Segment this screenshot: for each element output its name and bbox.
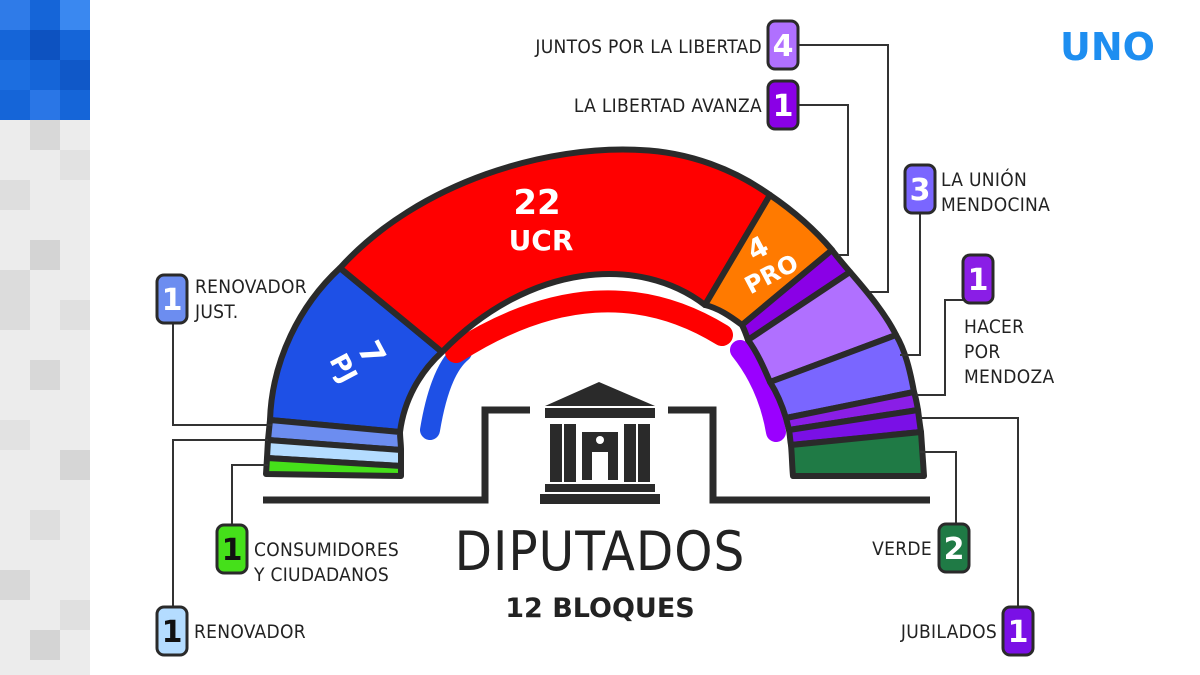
- ucr-name: UCR: [509, 224, 574, 257]
- label-consumidores-1: CONSUMIDORES: [254, 539, 399, 561]
- badge-hacer-mendoza: 1 HACER POR MENDOZA: [961, 253, 1054, 388]
- label-verde: VERDE: [872, 538, 932, 560]
- svg-text:1: 1: [968, 263, 989, 298]
- building-icon: [263, 382, 930, 504]
- badge-libertad-avanza: 1 LA LIBERTAD AVANZA: [574, 79, 800, 131]
- svg-text:1: 1: [1008, 615, 1029, 650]
- ucr-count: 22: [513, 183, 560, 223]
- label-libertad-avanza: LA LIBERTAD AVANZA: [574, 95, 762, 117]
- label-hacer-mendoza-3: MENDOZA: [964, 366, 1054, 388]
- label-jubilados: JUBILADOS: [900, 621, 997, 643]
- label-hacer-mendoza-2: POR: [964, 341, 1001, 363]
- segment-consumidores: [263, 455, 404, 479]
- svg-text:4: 4: [773, 29, 794, 64]
- label-renovador-just-2: JUST.: [194, 301, 239, 323]
- label-union-mendocina-2: MENDOCINA: [941, 194, 1050, 216]
- connector-lines: [172, 44, 1019, 610]
- hemicycle: [263, 146, 927, 479]
- badge-consumidores: 1 CONSUMIDORES Y CIUDADANOS: [215, 523, 399, 586]
- subtitle-bloques: 12 BLOQUES: [505, 593, 695, 624]
- label-juntos-libertad: JUNTOS POR LA LIBERTAD: [534, 36, 762, 58]
- svg-text:3: 3: [910, 173, 931, 208]
- svg-text:1: 1: [773, 89, 794, 124]
- left-decorative-band: [0, 0, 90, 675]
- segment-label-ucr: 22 UCR: [509, 183, 574, 257]
- svg-text:1: 1: [162, 283, 183, 318]
- svg-text:1: 1: [222, 533, 243, 568]
- badge-jubilados: 1 JUBILADOS: [900, 605, 1035, 657]
- uno-logo: UNO: [1060, 25, 1155, 69]
- badge-union-mendocina: 3 LA UNIÓN MENDOCINA: [903, 163, 1050, 216]
- label-consumidores-2: Y CIUDADANOS: [253, 564, 389, 586]
- inner-arcs: [420, 290, 786, 442]
- label-renovador: RENOVADOR: [194, 621, 306, 643]
- segment-verde: [788, 429, 927, 479]
- title-diputados: DIPUTADOS: [455, 520, 746, 583]
- badge-verde: 2 VERDE: [872, 522, 971, 574]
- label-renovador-just-1: RENOVADOR: [195, 276, 307, 298]
- label-hacer-mendoza-1: HACER: [964, 316, 1024, 338]
- badge-juntos-libertad: 4 JUNTOS POR LA LIBERTAD: [534, 19, 800, 71]
- badge-renovador: 1 RENOVADOR: [155, 605, 306, 657]
- segment-ucr: [337, 146, 773, 355]
- svg-text:1: 1: [162, 615, 183, 650]
- svg-text:2: 2: [944, 532, 965, 567]
- badge-renovador-just: 1 RENOVADOR JUST.: [155, 273, 307, 325]
- label-union-mendocina-1: LA UNIÓN: [941, 167, 1027, 191]
